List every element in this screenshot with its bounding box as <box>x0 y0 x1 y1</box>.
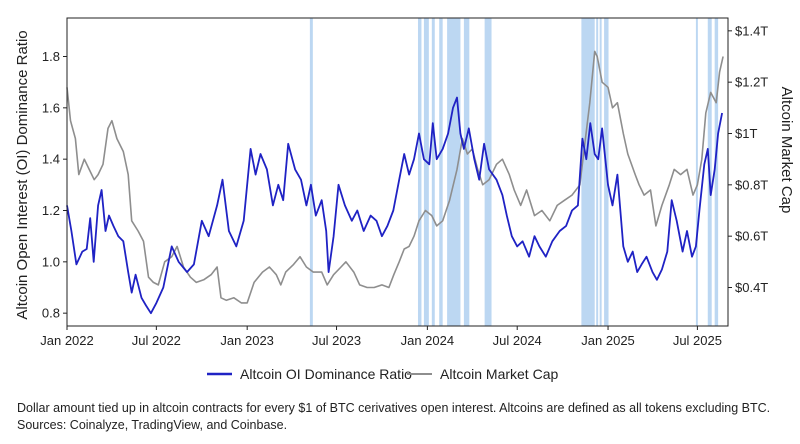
highlight-band <box>599 18 602 326</box>
chart: Jan 2022 Jul 2022 Jan 2023 Jul 2023 Jan 2024… <box>14 17 795 382</box>
y-axis-left-label: Altcoin Open Interest (OI) Dominance Rat… <box>14 30 31 319</box>
y-left-tick-label: 1.2 <box>42 203 60 218</box>
highlight-band <box>581 18 595 326</box>
highlight-band <box>309 18 313 326</box>
highlight-band <box>463 18 470 326</box>
highlight-band <box>714 18 719 326</box>
x-tick-label: Jan 2023 <box>220 333 274 348</box>
highlight-band <box>417 18 422 326</box>
y-right-tick-label: $1T <box>735 126 757 141</box>
caption: Dollar amount tied up in altcoin contrac… <box>17 401 771 432</box>
series-layer <box>66 50 724 315</box>
plot-frame <box>66 17 729 327</box>
y-left-tick-label: 1.4 <box>42 152 60 167</box>
highlight-band <box>695 18 698 326</box>
y-right-tick-label: $0.6T <box>735 229 768 244</box>
y-right-tick-label: $1.4T <box>735 23 768 38</box>
highlight-band <box>596 18 599 326</box>
x-axis: Jan 2022 Jul 2022 Jan 2023 Jul 2023 Jan 2024… <box>40 326 722 348</box>
series-line-market-cap <box>66 50 724 304</box>
y-right-tick-label: $1.2T <box>735 75 768 90</box>
y-left-tick-label: 1.8 <box>42 49 60 64</box>
y-left-tick-label: 1.6 <box>42 100 60 115</box>
x-tick-label: Jul 2023 <box>312 333 361 348</box>
y-right-tick-label: $0.4T <box>735 280 768 295</box>
x-tick-label: Jan 2022 <box>40 333 94 348</box>
y-axis-right-label: Altcoin Market Cap <box>778 87 795 214</box>
y-right-tick-label: $0.8T <box>735 177 768 192</box>
x-tick-label: Jul 2025 <box>673 333 722 348</box>
y-left-tick-label: 0.8 <box>42 306 60 321</box>
x-tick-label: Jan 2025 <box>581 333 635 348</box>
x-tick-label: Jan 2024 <box>401 333 455 348</box>
x-tick-label: Jul 2022 <box>132 333 181 348</box>
y-left-tick-label: 1.0 <box>42 254 60 269</box>
legend-label-market-cap: Altcoin Market Cap <box>440 366 558 382</box>
highlight-band <box>447 18 461 326</box>
highlight-band <box>439 18 443 326</box>
highlight-band <box>484 18 492 326</box>
highlight-band <box>431 18 435 326</box>
y-axis-left: 0.8 1.0 1.2 1.4 1.6 1.8 <box>42 49 67 321</box>
legend: Altcoin OI Dominance Ratio Altcoin Marke… <box>207 366 558 382</box>
x-tick-label: Jul 2024 <box>493 333 542 348</box>
series-line-oi-ratio <box>66 96 723 315</box>
legend-label-oi-ratio: Altcoin OI Dominance Ratio <box>240 366 412 382</box>
y-axis-right: $0.4T $0.6T $0.8T $1T $1.2T $1.4T <box>728 23 768 295</box>
highlight-band <box>423 18 429 326</box>
